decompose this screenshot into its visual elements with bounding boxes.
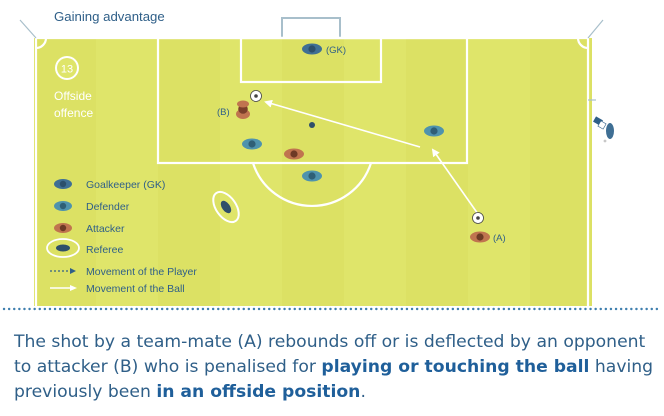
legend-label-defender: Defender (86, 201, 130, 213)
ball-movement-arrow-icon (50, 285, 77, 291)
caption-text-3: . (360, 382, 366, 402)
attacker-b-label: (B) (217, 107, 230, 118)
goalkeeper-label: (GK) (326, 45, 346, 56)
badge-number: 13 (61, 64, 73, 76)
ball-path-shot (431, 148, 479, 215)
player-movement-arrow-icon (50, 268, 76, 274)
attacker-player (284, 148, 304, 160)
defender-player (302, 170, 322, 182)
penalty-spot (309, 122, 315, 128)
caption-text-1: The shot by a team-mate (A) rebounds off… (14, 332, 646, 377)
pitch-markings (34, 36, 590, 306)
attacker-a-player (470, 231, 490, 243)
ball-icon (472, 212, 484, 224)
defender-player (242, 138, 262, 150)
defender-icon (54, 201, 72, 211)
legend-label-player-movement: Movement of the Player (86, 266, 197, 278)
referee (212, 190, 240, 224)
ball-path-rebound (264, 99, 421, 148)
attacker-a-label: (A) (493, 233, 506, 244)
attacker-icon (54, 223, 72, 233)
legend-label-referee: Referee (86, 244, 124, 256)
ball-icon (250, 90, 262, 102)
legend: Goalkeeper (GK) Defender Attacker Refere… (46, 179, 197, 295)
goalkeeper-player (302, 43, 322, 55)
attacker-b-player (236, 100, 250, 119)
example-number-badge: 13 (55, 56, 79, 80)
assistant-referee (593, 116, 614, 143)
section-label-line2: offence (54, 106, 93, 120)
section-label-line1: Offside (54, 89, 92, 103)
touchline-marks (19, 19, 604, 101)
defender-player (424, 125, 444, 137)
goalkeeper-icon (54, 179, 72, 189)
legend-label-attacker: Attacker (86, 223, 125, 235)
caption: The shot by a team-mate (A) rebounds off… (14, 330, 654, 405)
caption-bold-1: playing or touching the ball (321, 357, 590, 377)
legend-label-goalkeeper: Goalkeeper (GK) (86, 179, 165, 191)
legend-label-ball-movement: Movement of the Ball (86, 283, 185, 295)
caption-bold-2: in an offside position (156, 382, 361, 402)
referee-icon (46, 238, 80, 258)
page-title: Gaining advantage (54, 9, 165, 24)
caption-text-2: having previously been (14, 357, 654, 402)
